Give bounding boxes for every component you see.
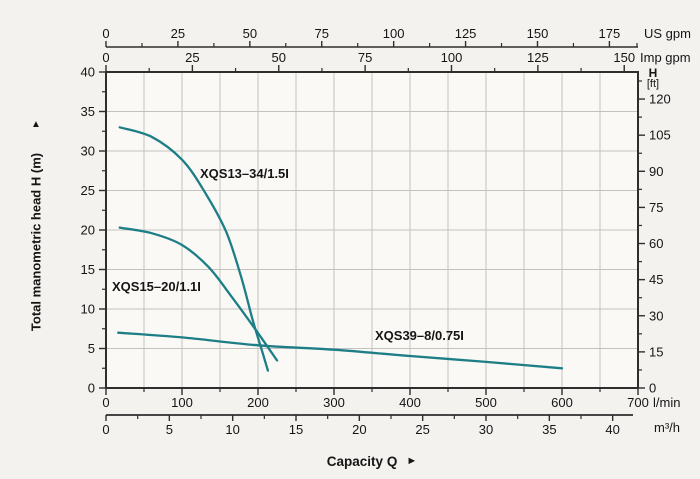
axis-us-gpm: 0 25 50 75 100 125 150 175 [102,26,638,48]
tick-label: 20 [81,223,95,238]
ft-axis-header: H [ft] [641,67,665,90]
curve-xqs13-34 [118,126,270,372]
tick-label: 0 [102,395,109,410]
tick-label: 0 [88,381,95,396]
tick-label: 75 [358,50,372,65]
tick-label: 30 [81,144,95,159]
axis-head-ft: 0 15 30 45 60 75 90 105 120 [638,80,671,396]
tick-label: 50 [243,26,257,41]
tick-label: 0 [649,381,656,396]
x-axis-title: Capacity Q ► [327,454,417,469]
tick-label: 500 [475,395,497,410]
tick-label: 100 [441,50,463,65]
tick-label: 10 [81,302,95,317]
axis-head-m: 0 5 10 15 20 25 30 35 40 [81,65,106,396]
tick-label: 400 [399,395,421,410]
tick-label: 30 [479,422,493,437]
tick-label: 15 [649,344,663,359]
tick-label: 40 [605,422,619,437]
tick-label: 60 [649,236,663,251]
tick-label: 5 [88,341,95,356]
tick-label: 10 [225,422,239,437]
tick-label: 15 [289,422,303,437]
tick-label: 100 [383,26,405,41]
y-axis-up-arrow-icon: ▲ [31,119,41,130]
curve-xqs39-8 [117,331,564,370]
tick-label: 75 [315,26,329,41]
tick-label: 25 [415,422,429,437]
tick-label: 15 [81,262,95,277]
y-axis-title: Total manometric head H (m) [28,152,44,332]
x-axis-right-arrow-icon: ► [406,455,418,467]
x-axis-title-text: Capacity Q [326,454,398,469]
tick-label: 75 [649,200,663,215]
tick-label: 35 [542,422,556,437]
tick-label: 100 [171,395,193,410]
tick-label: 600 [551,395,573,410]
tick-label: 40 [81,65,95,80]
tick-label: 20 [352,422,366,437]
tick-label: 105 [649,128,671,143]
tick-label: 25 [81,183,95,198]
tick-label: 45 [649,272,663,287]
axis-imp-gpm: 0 25 50 75 100 125 150 [102,50,635,72]
us-gpm-unit-label: US gpm [644,26,691,41]
tick-label: 150 [613,50,635,65]
tick-label: 50 [272,50,286,65]
tick-label: 175 [599,26,621,41]
tick-label: 90 [649,164,663,179]
axis-m3-h: 0 5 10 15 20 25 30 35 40 [102,414,633,437]
tick-label: 120 [649,92,671,107]
axis-l-min: 0 100 200 300 400 500 600 700 [102,388,649,410]
pump-curves [117,126,564,372]
tick-label: 700 [627,395,649,410]
curve-label-xqs13-34: XQS13–34/1.5I [200,166,289,181]
curve-label-xqs39-8: XQS39–8/0.75I [375,328,464,343]
curve-xqs15-20 [118,226,279,362]
m3h-unit-label: m³/h [654,420,680,435]
tick-label: 200 [247,395,269,410]
tick-label: 25 [185,50,199,65]
tick-label: 5 [166,422,173,437]
ft-axis-header-h: H [648,66,658,80]
curve-label-xqs15-20: XQS15–20/1.1I [112,279,201,294]
tick-label: 150 [527,26,549,41]
gridlines [106,72,638,388]
ft-axis-header-ft: [ft] [646,78,660,90]
tick-label: 0 [102,422,109,437]
tick-label: 0 [102,26,109,41]
imp-gpm-unit-label: Imp gpm [640,50,691,65]
tick-label: 35 [81,104,95,119]
tick-label: 125 [527,50,549,65]
tick-label: 300 [323,395,345,410]
tick-label: 0 [102,50,109,65]
tick-label: 25 [171,26,185,41]
tick-label: 30 [649,308,663,323]
tick-label: 125 [455,26,477,41]
lmin-unit-label: l/min [653,395,681,410]
